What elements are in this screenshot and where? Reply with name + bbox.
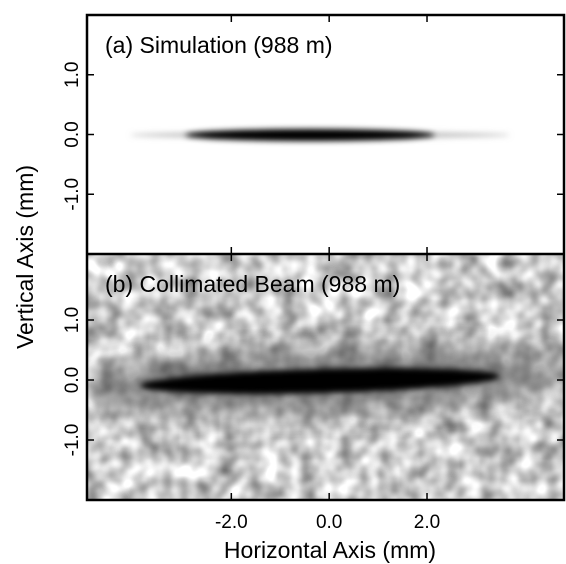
- simulation-image: [87, 15, 564, 254]
- y-tick-label: 0.0: [62, 121, 83, 147]
- x-axis-label: Horizontal Axis (mm): [224, 537, 436, 563]
- y-tick-label: 1.0: [62, 307, 83, 333]
- plot-frame: [85, 13, 566, 502]
- x-tick-label: 0.0: [316, 512, 342, 533]
- panel-title: (b) Collimated Beam (988 m): [105, 271, 400, 297]
- x-tick-label: 2.0: [414, 512, 440, 533]
- y-tick-label: -1.0: [62, 178, 83, 211]
- y-tick-label: -1.0: [62, 424, 83, 457]
- y-tick-label: 1.0: [62, 62, 83, 88]
- beam-image: [87, 254, 564, 500]
- y-axis-label: Vertical Axis (mm): [12, 165, 38, 349]
- panel-title: (a) Simulation (988 m): [105, 32, 333, 58]
- x-tick-label: -2.0: [215, 512, 248, 533]
- y-tick-label: 0.0: [62, 367, 83, 393]
